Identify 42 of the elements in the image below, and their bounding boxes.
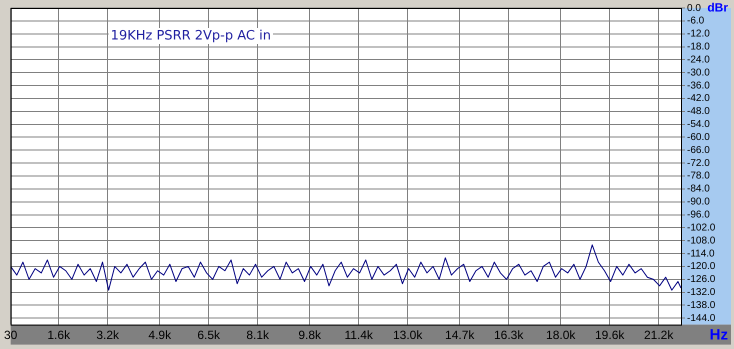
y-tick-label: -60.0 <box>687 132 710 143</box>
y-tick-label: -66.0 <box>687 144 710 156</box>
x-tick-label: 16.3k <box>494 328 524 342</box>
y-tick-label: -24.0 <box>687 54 710 66</box>
x-tick-label: 11.4k <box>344 328 374 342</box>
x-tick-label: 3.2k <box>96 328 120 342</box>
x-tick-label: 1.6k <box>47 328 72 342</box>
y-tick-label: -96.0 <box>687 210 710 221</box>
y-tick-label: -84.0 <box>687 184 710 195</box>
y-tick-label: -90.0 <box>687 196 710 208</box>
x-tick-label: 18.0k <box>546 328 576 342</box>
x-tick-label: 19.6k <box>595 328 626 342</box>
y-tick-label: -48.0 <box>687 106 710 118</box>
y-tick-label: -18.0 <box>687 42 710 53</box>
y-tick-label: -6.0 <box>687 16 705 27</box>
x-tick-label: 4.9k <box>148 328 172 342</box>
y-tick-label: -78.0 <box>687 170 710 182</box>
y-tick-label: -120.0 <box>687 261 716 272</box>
y-tick-label: -108.0 <box>687 235 716 246</box>
y-tick-label: -102.0 <box>687 222 716 234</box>
x-tick-label: 30 <box>4 328 18 342</box>
x-tick-label: 13.0k <box>392 328 424 342</box>
y-tick-label: -132.0 <box>687 287 716 298</box>
y-tick-label: -54.0 <box>687 119 710 130</box>
y-tick-label: -72.0 <box>687 158 710 169</box>
y-tick-label: -114.0 <box>687 248 716 260</box>
y-tick-label: -126.0 <box>687 274 716 286</box>
x-axis-title: Hz <box>710 326 728 344</box>
x-tick-label: 8.1k <box>246 328 270 342</box>
y-tick-label: -138.0 <box>687 300 716 311</box>
y-tick-label: -12.0 <box>687 28 710 40</box>
x-tick-label: 9.8k <box>298 328 322 342</box>
y-tick-label: -36.0 <box>687 80 710 92</box>
y-tick-label: -42.0 <box>687 93 710 104</box>
y-tick-label: -144.0 <box>687 312 716 324</box>
x-tick-label: 14.7k <box>445 328 476 342</box>
text: 19KHz PSRR 2Vp-p AC in <box>110 28 271 44</box>
x-tick-label: 21.2k <box>644 328 674 342</box>
x-tick-label: 6.5k <box>197 328 222 342</box>
y-tick-label: 0.0 <box>687 2 702 14</box>
y-tick-label: -30.0 <box>687 67 710 78</box>
y-axis-title: dBr <box>707 0 728 14</box>
